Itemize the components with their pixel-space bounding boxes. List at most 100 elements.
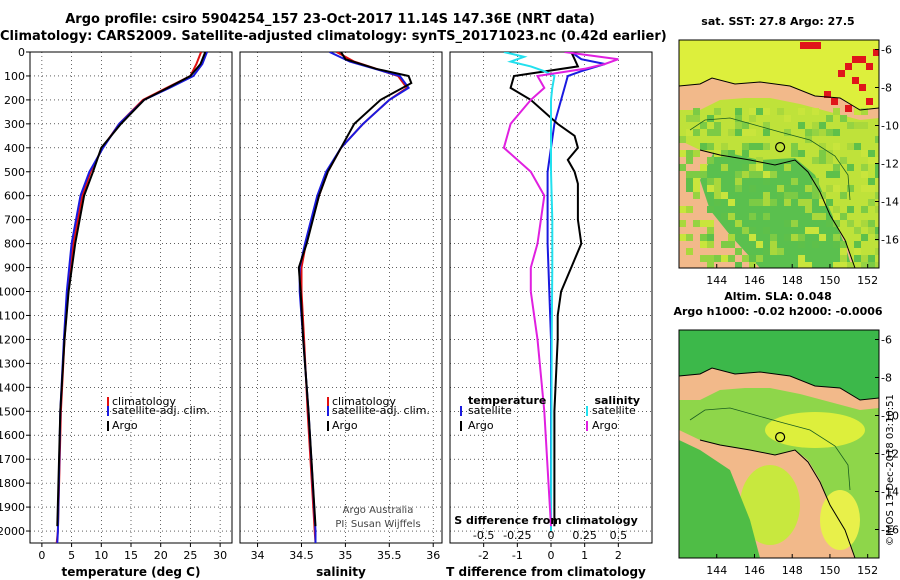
sst-cell xyxy=(777,248,784,255)
sst-cell xyxy=(749,143,756,150)
sst-cell xyxy=(847,206,854,213)
sla-low-west xyxy=(679,440,760,558)
sst-cell xyxy=(798,199,805,206)
y-tick-label: 1200 xyxy=(0,333,25,346)
map-y-tick-label: -14 xyxy=(881,196,899,209)
sst-cell xyxy=(868,227,875,234)
y-tick-label: 1900 xyxy=(0,501,25,514)
sst-cell xyxy=(721,241,728,248)
sst-cell xyxy=(805,199,812,206)
sst-cell xyxy=(700,241,707,248)
sst-cell xyxy=(777,108,784,115)
sst-cell xyxy=(756,199,763,206)
x-tick-label: 10 xyxy=(94,549,108,562)
sst-hot-cell xyxy=(845,63,852,70)
sst-cell xyxy=(756,164,763,171)
float-position-marker xyxy=(775,142,786,153)
sst-hot-cell xyxy=(866,63,873,70)
sst-cell xyxy=(875,206,879,213)
bathymetry-contour xyxy=(689,117,851,201)
sst-cell xyxy=(749,199,756,206)
s-tick-label: 0.25 xyxy=(572,529,597,542)
sst-cell xyxy=(749,185,756,192)
sst-cell xyxy=(728,255,735,262)
sst-cell xyxy=(833,234,840,241)
sst-cell xyxy=(700,143,707,150)
map-x-tick-label: 146 xyxy=(744,564,765,577)
sst-cell xyxy=(819,129,826,136)
sst-cell xyxy=(686,171,693,178)
sst-cell xyxy=(798,255,805,262)
sst-cell xyxy=(819,122,826,129)
sst-cell xyxy=(728,234,735,241)
sst-hot-cell xyxy=(859,84,866,91)
s-tick-label: -0.5 xyxy=(473,529,494,542)
difference-legend-temperature: temperature satellite Argo xyxy=(460,394,546,432)
sst-cell xyxy=(693,171,700,178)
sla-map-title1: Altim. SLA: 0.048 xyxy=(724,290,831,303)
sst-cell xyxy=(875,171,879,178)
sst-cell xyxy=(742,150,749,157)
sst-cell xyxy=(812,129,819,136)
float-position-marker xyxy=(775,432,786,443)
coastline-png xyxy=(679,367,879,401)
sst-cell xyxy=(784,199,791,206)
sst-cell xyxy=(791,178,798,185)
sst-cell xyxy=(861,164,868,171)
sst-cell xyxy=(784,192,791,199)
sst-cell xyxy=(714,199,721,206)
temperature-legend: climatology satellite-adj. clim. Argo xyxy=(107,395,210,432)
sst-cell xyxy=(847,185,854,192)
sst-cell xyxy=(756,143,763,150)
sst-cell xyxy=(805,227,812,234)
credit-line1: Argo Australia xyxy=(343,505,414,516)
sst-cell xyxy=(763,129,770,136)
sst-cell xyxy=(854,241,861,248)
sst-cell xyxy=(763,143,770,150)
sst-cell xyxy=(791,143,798,150)
sst-cell xyxy=(805,206,812,213)
sst-cell xyxy=(714,255,721,262)
x-tick-label: 5 xyxy=(68,549,75,562)
map-y-tick-label: -14 xyxy=(881,486,899,499)
difference-legend-salinity: salinity satellite Argo xyxy=(586,394,640,432)
sst-cell xyxy=(875,164,879,171)
sst-cell xyxy=(861,122,868,129)
sst-cell xyxy=(875,192,879,199)
sst-cell xyxy=(749,213,756,220)
x-tick-label: 35 xyxy=(338,549,352,562)
legend-t-satellite-label: satellite xyxy=(468,404,512,417)
sst-cell xyxy=(700,234,707,241)
series-s-satellite xyxy=(503,52,556,532)
figure-title-line2: Climatology: CARS2009. Satellite-adjuste… xyxy=(0,29,667,44)
y-tick-label: 200 xyxy=(4,94,25,107)
sst-cell xyxy=(693,129,700,136)
sst-cell xyxy=(861,220,868,227)
sst-cell xyxy=(770,234,777,241)
sst-cell xyxy=(749,171,756,178)
sst-cell xyxy=(749,164,756,171)
sst-cell xyxy=(735,220,742,227)
x-tick-label: 35.5 xyxy=(377,549,402,562)
imos-timestamp: ©IMOS 13-Dec-2018 03:10:51 xyxy=(885,394,896,546)
sst-cell xyxy=(854,122,861,129)
sst-map-title: sat. SST: 27.8 Argo: 27.5 xyxy=(701,15,854,28)
sst-cell xyxy=(700,122,707,129)
legend-argo-label: Argo xyxy=(112,419,138,432)
sst-cell xyxy=(728,150,735,157)
x-tick-label: 34.5 xyxy=(289,549,314,562)
legend-climatology-label: climatology xyxy=(332,395,396,408)
sst-cell xyxy=(763,213,770,220)
sst-cell xyxy=(812,241,819,248)
series-argo xyxy=(56,52,207,527)
map-x-tick-label: 146 xyxy=(744,274,765,287)
sst-cell xyxy=(763,171,770,178)
sst-cell xyxy=(770,171,777,178)
sst-cell xyxy=(686,178,693,185)
map-y-tick-label: -12 xyxy=(881,158,899,171)
sst-cell xyxy=(868,262,875,268)
x-tick-label: 25 xyxy=(183,549,197,562)
y-tick-label: 2000 xyxy=(0,525,25,538)
sst-cell xyxy=(763,108,770,115)
